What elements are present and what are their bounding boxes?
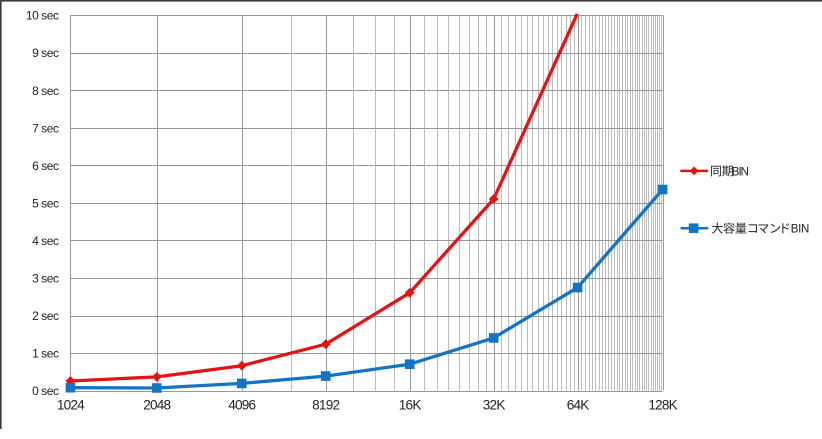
svg-text:6 sec: 6 sec [32,159,59,173]
svg-text:16K: 16K [399,398,422,413]
svg-text:128K: 128K [648,398,677,413]
svg-text:10 sec: 10 sec [26,9,59,23]
svg-text:5 sec: 5 sec [32,196,59,210]
svg-text:BIN: BIN [732,166,749,178]
svg-text:64K: 64K [567,398,590,413]
svg-text:1024: 1024 [57,398,85,413]
svg-text:4 sec: 4 sec [32,234,59,248]
svg-text:2 sec: 2 sec [32,309,59,323]
svg-text:9 sec: 9 sec [32,46,59,60]
svg-text:1 sec: 1 sec [32,347,59,361]
svg-text:32K: 32K [483,398,506,413]
svg-text:8 sec: 8 sec [32,84,59,98]
svg-text:4096: 4096 [228,398,255,413]
svg-text:0 sec: 0 sec [32,384,59,398]
svg-text:8192: 8192 [312,398,339,413]
svg-text:2048: 2048 [143,398,170,413]
svg-text:BIN: BIN [791,224,809,236]
svg-text:3 sec: 3 sec [32,272,59,286]
svg-text:7 sec: 7 sec [32,121,59,135]
